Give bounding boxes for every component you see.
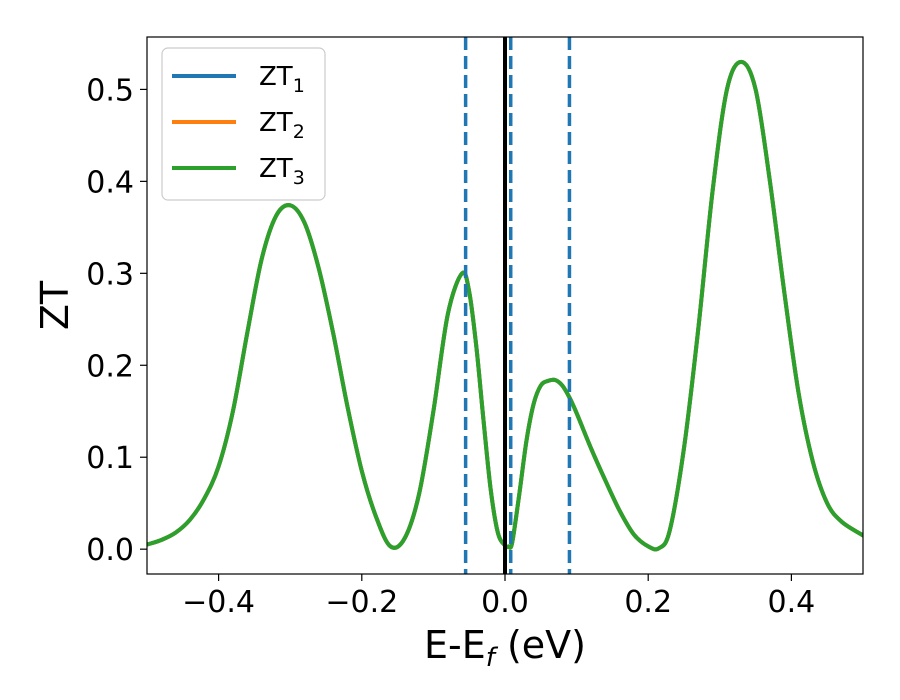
y-tick-label: 0.3 <box>86 257 134 292</box>
legend-label: ZT1 <box>259 62 305 97</box>
x-axis-label: E-Ef (eV) <box>424 623 586 673</box>
plot-area <box>146 36 864 575</box>
x-tick-label: −0.2 <box>325 585 398 620</box>
legend-label: ZT3 <box>259 154 305 189</box>
x-tick-label: 0.4 <box>768 585 816 620</box>
y-tick-label: 0.4 <box>86 165 134 200</box>
x-tick-label: −0.4 <box>182 585 255 620</box>
y-tick-label: 0.1 <box>86 441 134 476</box>
legend-label: ZT2 <box>259 108 305 143</box>
x-tick-label: 0.0 <box>481 585 529 620</box>
x-tick-label: 0.2 <box>624 585 672 620</box>
y-axis: 0.0 0.1 0.2 0.3 0.4 0.5 <box>86 73 147 568</box>
y-tick-label: 0.5 <box>86 73 134 108</box>
x-axis: −0.4 −0.2 0.0 0.2 0.4 <box>182 574 815 620</box>
y-tick-label: 0.2 <box>86 349 134 384</box>
y-tick-label: 0.0 <box>86 533 134 568</box>
legend-box <box>161 47 326 201</box>
y-axis-label: ZT <box>33 280 77 330</box>
legend: ZT1 ZT2 ZT3 <box>161 47 326 201</box>
